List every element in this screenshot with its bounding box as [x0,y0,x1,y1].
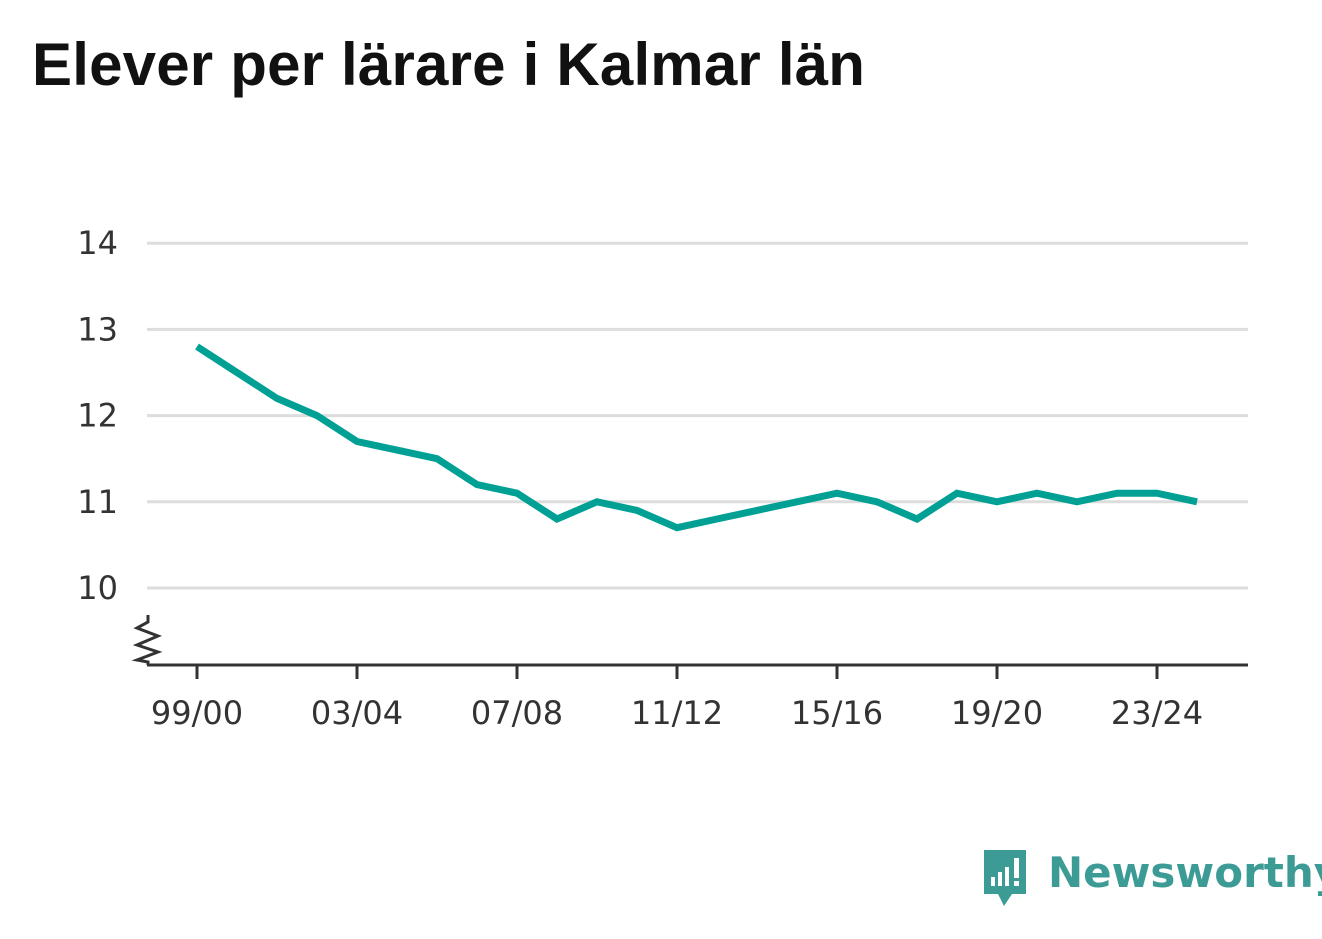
y-tick-label: 11 [77,483,118,521]
x-tick-label: 07/08 [471,694,563,732]
newsworthy-logo-icon [984,850,1026,906]
y-axis-break [131,615,163,665]
x-tick-label: 11/12 [631,694,723,732]
series-line [195,343,1198,532]
y-tick-label: 10 [77,569,118,607]
series-layer [195,343,1198,532]
gridlines [147,241,1248,590]
y-axis-ticks: 10 11 12 13 14 [77,224,118,607]
brand-logo: Newsworthy [980,846,1322,916]
y-tick-label: 13 [77,310,118,348]
x-tick-label: 15/16 [791,694,883,732]
y-tick-label: 14 [77,224,118,262]
x-tick-label: 99/00 [151,694,243,732]
x-tick-label: 19/20 [951,694,1043,732]
brand-name: Newsworthy [1048,848,1322,897]
axes [131,615,1248,667]
y-tick-label: 12 [77,397,118,435]
chart-title: Elever per lärare i Kalmar län [32,31,866,98]
x-axis-ticks: 99/00 03/04 07/08 11/12 15/16 19/20 23/24 [151,665,1203,732]
x-tick-label: 23/24 [1111,694,1203,732]
x-tick-label: 03/04 [311,694,403,732]
